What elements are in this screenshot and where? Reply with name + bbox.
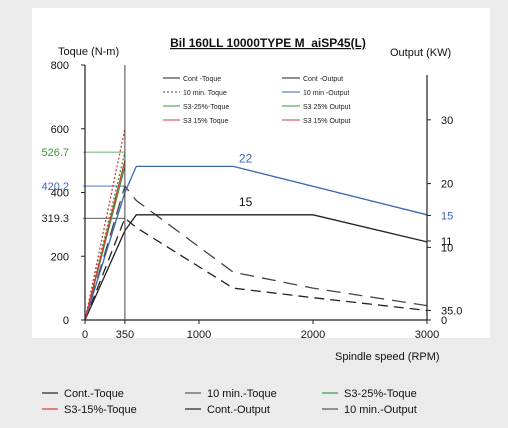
legend-layer: Cont -Toque 10 min. Toque S3-25%-Toque S3 1…: [42, 76, 417, 416]
y-left-tick-label-2: 400: [51, 188, 69, 200]
x-tick-label-3: 2000: [301, 329, 325, 341]
y-left-tick-label-0: 0: [63, 315, 69, 327]
series-line-cont-output: [84, 214, 428, 321]
x-tick-label-0: 0: [82, 329, 88, 341]
inner-legend-left-label-3: S3 15% Toque: [183, 118, 229, 125]
y-left-special-label-1: 420.2: [41, 181, 69, 193]
y-right-tick-label-0: 30: [441, 115, 453, 127]
y-left-tick-label-3: 600: [51, 124, 69, 136]
y-left-special-label-2: 319.3: [41, 213, 69, 225]
bottom-legend-label-4: Cont.-Output: [207, 404, 270, 416]
x-tick-label-1: 350: [116, 329, 134, 341]
y-right-axis-label: Output (KW): [390, 47, 451, 59]
y-left-tick-label-1: 200: [51, 251, 69, 263]
chart-title: Bil 160LL 10000TYPE M_aiSP45(L): [170, 36, 366, 50]
annotation-0: 22: [239, 151, 253, 165]
bottom-legend-label-5: 10 min.-Output: [344, 404, 417, 416]
y-right-tick-label-1: 20: [441, 179, 453, 191]
series-line-s3-15-toque: [84, 128, 126, 321]
inner-legend-right-label-0: Cont -Output: [303, 76, 343, 83]
series-line-cont-toque: [84, 217, 428, 321]
y-left-special-label-0: 526.7: [41, 147, 69, 159]
annotation-1: 15: [239, 195, 253, 209]
x-tick-label-4: 3000: [415, 329, 439, 341]
series-line-s3-15-output: [84, 160, 126, 321]
inner-legend-right-label-1: 10 min -Output: [303, 90, 349, 97]
series-layer: [84, 128, 428, 321]
inner-legend-right-label-3: S3 15% Output: [303, 118, 351, 125]
y-right-tick-label-4: 10: [441, 242, 453, 254]
inner-legend-right-label-2: S3 25% Output: [303, 104, 351, 111]
y-left-axis-label: Toque (N-m): [58, 46, 119, 58]
y-right-tick-label-3: 11: [441, 236, 452, 248]
series-line-10-min-toque: [84, 184, 428, 321]
inner-legend-left-label-1: 10 min. Toque: [183, 90, 227, 97]
y-right-tick-label-5: 35.0: [441, 305, 462, 317]
bottom-legend-label-2: S3-25%-Toque: [344, 388, 417, 400]
inner-legend-left-label-2: S3-25%-Toque: [183, 104, 229, 111]
bottom-legend-label-0: Cont.-Toque: [64, 388, 124, 400]
bottom-legend-label-1: 10 min.-Toque: [207, 388, 277, 400]
y-right-tick-label-6: 0: [441, 315, 447, 327]
y-left-tick-label-4: 800: [51, 60, 69, 72]
bottom-legend-label-3: S3-15%-Toque: [64, 404, 137, 416]
inner-legend-left-label-0: Cont -Toque: [183, 76, 221, 83]
x-tick-label-2: 1000: [187, 329, 211, 341]
axes-layer: [81, 64, 431, 324]
series-line-10-min-output: [84, 165, 428, 321]
text-layer: 0 350 1000 2000 30000200400600800526.7420.23…: [41, 36, 462, 363]
y-right-tick-label-2: 15: [441, 210, 453, 222]
x-axis-label: Spindle speed (RPM): [335, 351, 440, 363]
